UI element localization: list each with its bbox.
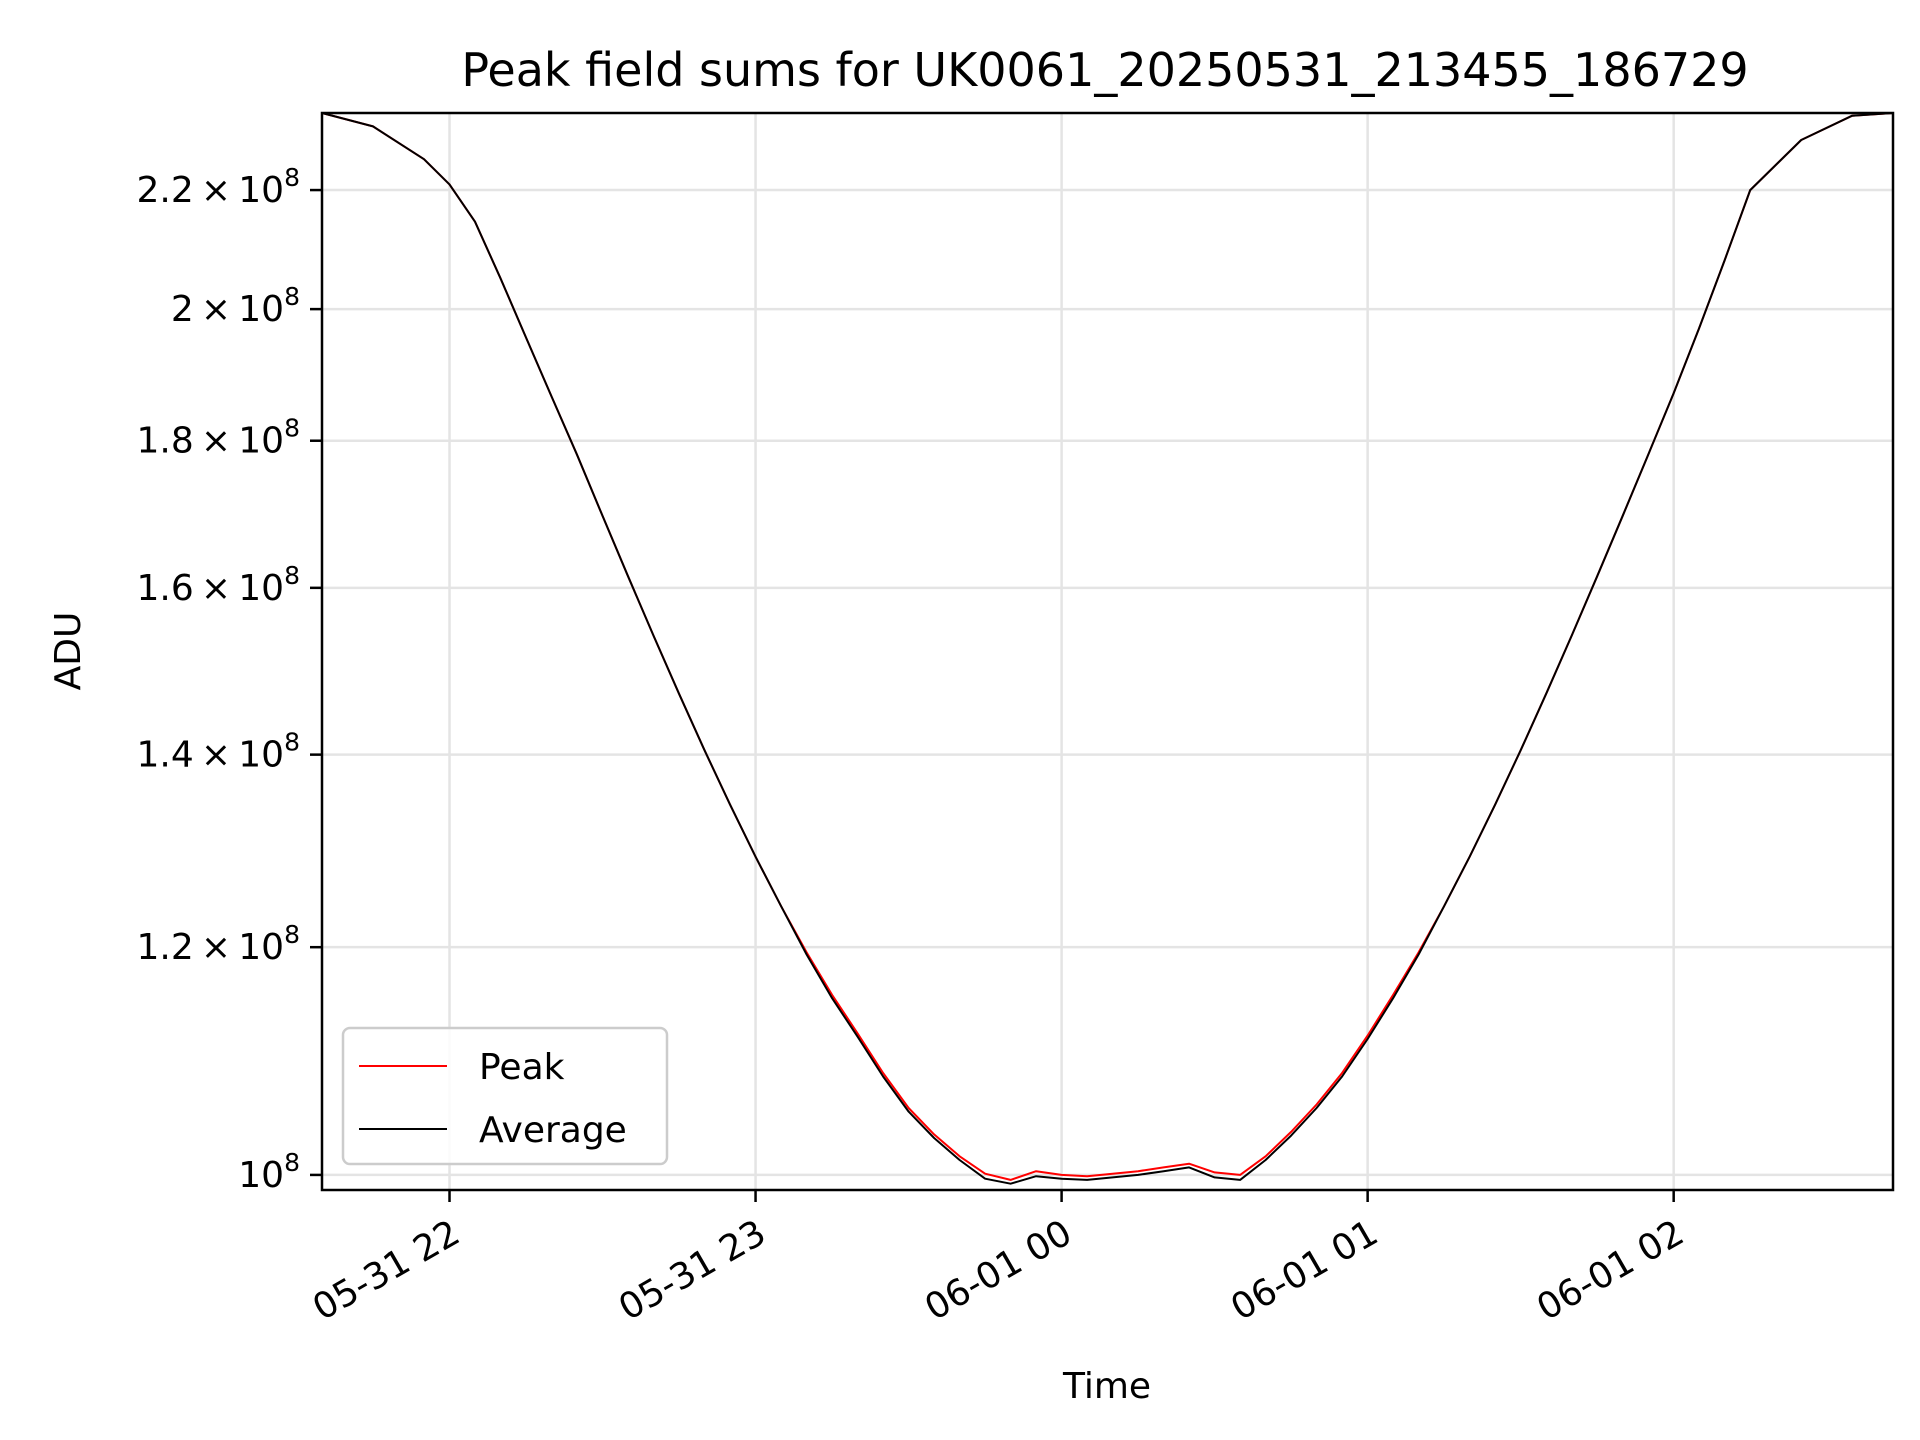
plot-frame (320, 111, 1895, 1192)
y-tick-label: 2 × 108 (171, 282, 300, 330)
y-tick-label: 1.2 × 108 (136, 920, 300, 968)
legend-label-peak: Peak (479, 1047, 565, 1088)
x-axis-label: Time (1062, 1366, 1151, 1407)
legend: Peak Average (341, 1026, 669, 1166)
x-tick-label: 06-01 01 (1224, 1212, 1385, 1328)
series-line-peak (321, 112, 1894, 1181)
legend-label-average: Average (479, 1110, 627, 1151)
y-axis-label: ADU (48, 612, 89, 691)
y-tick-label: 1.8 × 108 (136, 414, 300, 462)
y-tick-label: 2.2 × 108 (136, 163, 300, 211)
x-axis: 05-31 22 05-31 23 06-01 00 06-01 01 06-01 02 (306, 1190, 1691, 1329)
y-axis: 2.2 × 108 2 × 108 1.8 × 108 1.6 × 108 1.4 × … (136, 163, 322, 1196)
y-tick-label: 1.4 × 108 (136, 728, 300, 776)
x-tick-label: 06-01 02 (1530, 1212, 1691, 1328)
grid (322, 113, 1893, 1190)
y-tick-label: 1.6 × 108 (136, 561, 300, 609)
series-line-average (321, 112, 1894, 1185)
plot-lines (321, 112, 1894, 1185)
x-tick-label: 05-31 22 (306, 1212, 467, 1328)
x-tick-label: 05-31 23 (612, 1212, 773, 1328)
y-tick-label: 108 (238, 1148, 300, 1196)
chart-title: Peak field sums for UK0061_20250531_2134… (461, 43, 1748, 97)
x-tick-label: 06-01 00 (918, 1212, 1079, 1328)
